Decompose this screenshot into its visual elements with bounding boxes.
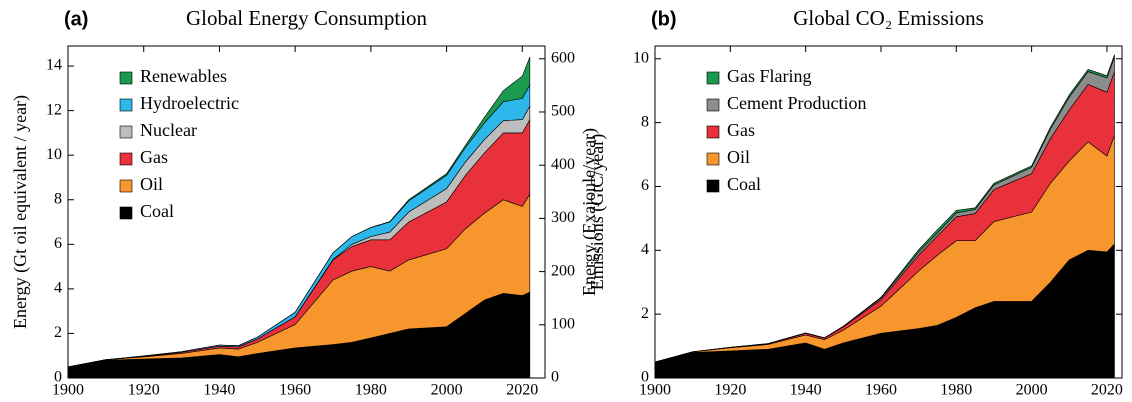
x-tick-label: 1960: [279, 382, 311, 399]
y2-tick-label: 600: [551, 49, 575, 66]
y2-tick-label: 300: [551, 209, 575, 226]
y2-axis-label: Energy (Exajoule/year): [579, 128, 600, 296]
legend-swatch: [119, 152, 133, 166]
legend-label: Coal: [727, 174, 761, 194]
x-tick-label: 1980: [940, 382, 972, 399]
legend-swatch: [706, 71, 720, 85]
panel-label: (a): [64, 8, 88, 30]
y-tick-label: 4: [54, 280, 62, 297]
y2-tick-label: 0: [551, 369, 559, 386]
area: [654, 54, 1115, 363]
y-axis-label: Energy (Gt oil equivalent / year): [10, 95, 31, 329]
chart-title: Global Energy Consumption: [186, 6, 428, 30]
y-tick-label: 2: [641, 305, 649, 322]
y-tick-label: 6: [641, 177, 649, 194]
y-tick-label: 4: [641, 241, 649, 258]
y-tick-label: 8: [54, 190, 62, 207]
legend-swatch: [706, 98, 720, 112]
legend-swatch: [706, 125, 720, 139]
legend-swatch: [119, 71, 133, 85]
y2-tick-label: 500: [551, 103, 575, 120]
y2-tick-label: 100: [551, 315, 575, 332]
legend-swatch: [706, 179, 720, 193]
y2-tick-label: 200: [551, 262, 575, 279]
legend-label: Renewables: [140, 66, 227, 86]
y-tick-label: 6: [54, 235, 62, 252]
area: [67, 57, 531, 368]
legend-label: Nuclear: [140, 120, 197, 140]
legend-label: Oil: [727, 147, 750, 167]
x-tick-label: 2020: [506, 382, 538, 399]
x-tick-label: 1960: [865, 382, 897, 399]
x-tick-label: 2000: [431, 382, 463, 399]
y-tick-label: 10: [46, 146, 62, 163]
y-tick-label: 0: [641, 369, 649, 386]
x-tick-label: 1900: [639, 382, 671, 399]
y-axis-label: Emissions (GtC/year): [587, 134, 608, 290]
legend-label: Gas: [727, 120, 755, 140]
plot-frame: [67, 45, 546, 379]
legend-label: Gas Flaring: [727, 66, 812, 86]
legend-label: Cement Production: [727, 93, 866, 113]
x-tick-label: 1980: [355, 382, 387, 399]
legend-swatch: [119, 206, 133, 220]
legend-swatch: [706, 152, 720, 166]
x-tick-label: 1920: [128, 382, 160, 399]
plot-frame: [654, 45, 1123, 379]
y-tick-label: 14: [46, 57, 62, 74]
legend-label: Hydroelectric: [140, 93, 239, 113]
legend-label: Oil: [140, 174, 163, 194]
x-tick-label: 1940: [203, 382, 235, 399]
legend-swatch: [119, 125, 133, 139]
x-tick-label: 2020: [1091, 382, 1123, 399]
y-tick-label: 8: [641, 113, 649, 130]
legend-label: Gas: [140, 147, 168, 167]
x-tick-label: 1940: [790, 382, 822, 399]
chart-title: Global CO₂ Emissions: [793, 6, 984, 30]
y-tick-label: 0: [54, 369, 62, 386]
x-tick-label: 2000: [1016, 382, 1048, 399]
legend-swatch: [119, 179, 133, 193]
x-tick-label: 1920: [714, 382, 746, 399]
y-tick-label: 10: [633, 49, 649, 66]
y-tick-label: 12: [46, 101, 62, 118]
y2-tick-label: 400: [551, 156, 575, 173]
x-tick-label: 1900: [52, 382, 84, 399]
y-tick-label: 2: [54, 324, 62, 341]
legend-swatch: [119, 98, 133, 112]
panel-label: (b): [651, 8, 677, 30]
legend-label: Coal: [140, 201, 174, 221]
